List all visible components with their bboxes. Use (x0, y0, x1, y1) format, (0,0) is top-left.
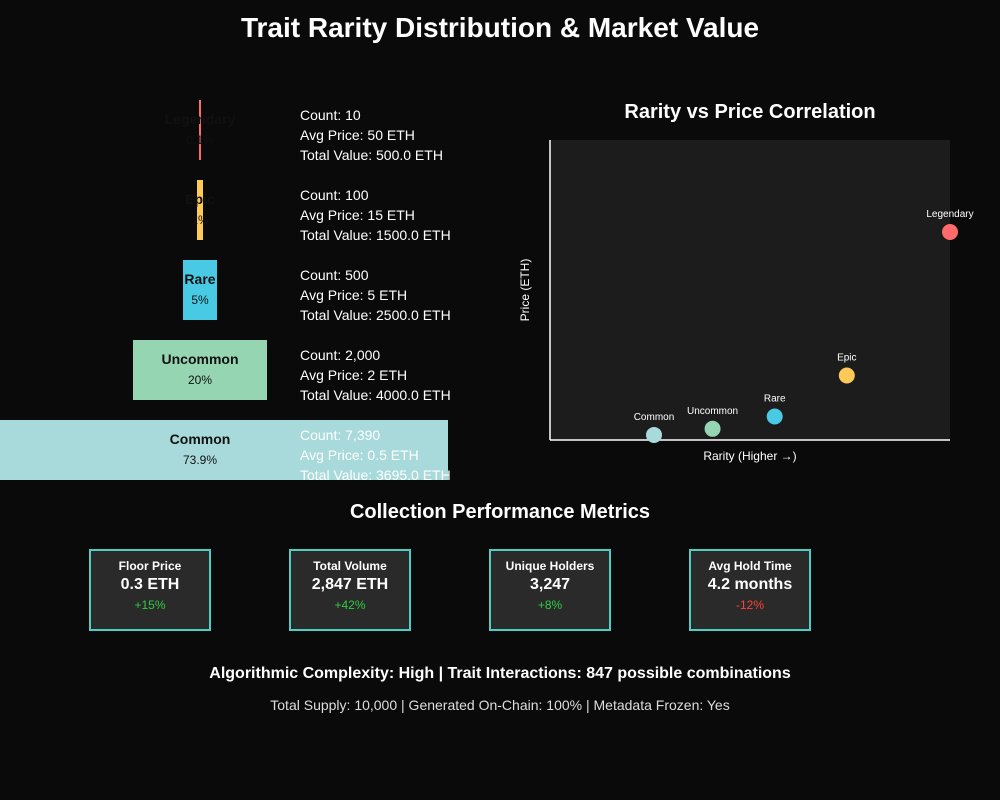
tier-avg-price: Avg Price: 2 ETH (300, 367, 408, 383)
tier-bar (199, 100, 201, 160)
tier-name: Epic (185, 191, 215, 207)
tier-bar (183, 260, 217, 320)
scatter-label-common: Common (634, 412, 675, 423)
metrics-title: Collection Performance Metrics (349, 501, 651, 523)
scatter-point-rare (766, 408, 783, 425)
footer-supply: Total Supply: 10,000 | Generated On-Chai… (270, 697, 730, 713)
scatter-label-legendary: Legendary (926, 209, 973, 220)
metric-change: +8% (537, 598, 563, 612)
metric-label: Total Volume (313, 559, 387, 573)
tier-avg-price: Avg Price: 15 ETH (300, 207, 415, 223)
metric-card-unique-holders: Unique Holders 3,247 +8% (489, 549, 611, 631)
scatter-label-epic: Epic (837, 353, 856, 364)
tier-percent: 5% (191, 293, 209, 307)
metric-card-total-volume: Total Volume 2,847 ETH +42% (289, 549, 411, 631)
scatter-point-common (646, 426, 662, 443)
scatter-point-uncommon (704, 420, 721, 437)
tier-percent: 1% (191, 213, 209, 227)
tier-common: Common 73.9% Count: 7,390 Avg Price: 0.5… (0, 420, 500, 483)
scatter-point-epic (838, 367, 855, 384)
tier-count: Count: 10 (300, 107, 361, 123)
tier-total-value: Total Value: 1500.0 ETH (300, 227, 451, 243)
metric-value: 2,847 ETH (311, 576, 389, 593)
rarity-price-scatter: Common Uncommon Rare Epic Legendary Rarity (… (518, 140, 974, 463)
tier-name: Uncommon (161, 351, 239, 367)
tier-count: Count: 2,000 (300, 347, 381, 363)
tier-bar (0, 420, 448, 480)
y-axis-label: Price (ETH) (518, 259, 532, 322)
metric-change: +15% (134, 598, 166, 612)
metric-value: 4.2 months (707, 576, 793, 593)
scatter-label-rare: Rare (764, 394, 786, 405)
tier-total-value: Total Value: 500.0 ETH (300, 147, 443, 163)
tier-uncommon: Uncommon 20% Count: 2,000 Avg Price: 2 E… (0, 340, 500, 403)
page-title: Trait Rarity Distribution & Market Value (240, 12, 760, 43)
tier-rare: Rare 5% Count: 500 Avg Price: 5 ETH Tota… (0, 260, 500, 323)
scatter-point-legendary (942, 224, 958, 240)
metric-card-avg-hold-time: Avg Hold Time 4.2 months -12% (689, 549, 811, 631)
tier-total-value: Total Value: 4000.0 ETH (300, 387, 451, 403)
tier-total-value: Total Value: 2500.0 ETH (300, 307, 451, 323)
tier-avg-price: Avg Price: 0.5 ETH (300, 447, 419, 463)
scatter-title: Rarity vs Price Correlation (624, 101, 876, 123)
metric-label: Unique Holders (505, 559, 595, 573)
metric-value: 3,247 (529, 576, 571, 593)
scatter-label-uncommon: Uncommon (687, 406, 738, 417)
tier-count: Count: 500 (300, 267, 369, 283)
tier-avg-price: Avg Price: 50 ETH (300, 127, 415, 143)
tier-epic: Epic 1% Count: 100 Avg Price: 15 ETH Tot… (0, 180, 500, 243)
x-axis-label: Rarity (Higher →) (703, 449, 796, 463)
metric-change: +42% (334, 598, 366, 612)
tier-name: Rare (184, 271, 216, 287)
metric-card-floor-price: Floor Price 0.3 ETH +15% (89, 549, 211, 631)
tier-name: Common (169, 431, 231, 447)
tier-bar (132, 340, 268, 400)
tier-percent: 20% (187, 373, 213, 387)
metric-label: Floor Price (118, 559, 182, 573)
plot-area (550, 140, 950, 440)
metric-change: -12% (735, 598, 764, 612)
tier-avg-price: Avg Price: 5 ETH (300, 287, 408, 303)
tier-legendary: Legendary 0.1% Count: 10 Avg Price: 50 E… (0, 100, 500, 163)
tier-name: Legendary (164, 111, 236, 127)
metric-value: 0.3 ETH (120, 576, 180, 593)
tier-percent: 0.1% (186, 133, 214, 147)
tier-percent: 73.9% (182, 453, 218, 467)
tier-total-value: Total Value: 3695.0 ETH (300, 467, 451, 483)
tier-bar (196, 180, 204, 240)
tier-count: Count: 7,390 (300, 427, 381, 443)
metric-label: Avg Hold Time (708, 559, 792, 573)
footer-complexity: Algorithmic Complexity: High | Trait Int… (209, 665, 791, 682)
tier-count: Count: 100 (300, 187, 369, 203)
